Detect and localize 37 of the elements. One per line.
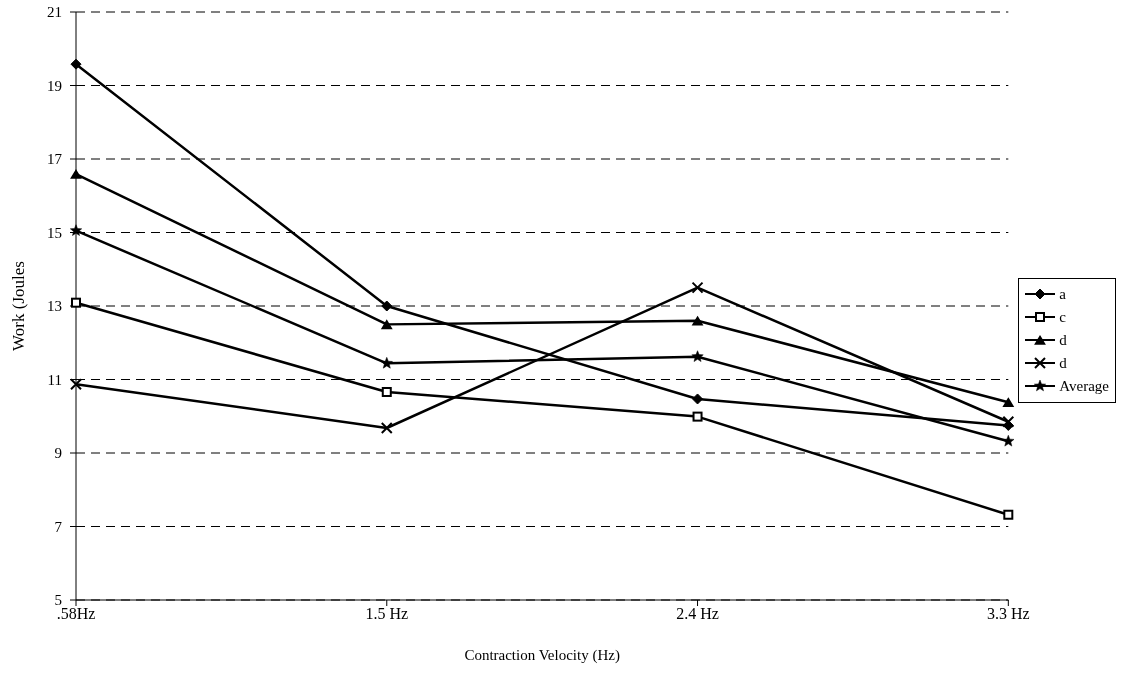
point [1003,509,1014,520]
y-tick-label: 19 [47,77,62,94]
y-tick-label: 7 [54,518,63,535]
point [381,320,393,330]
point [381,300,393,312]
point [692,393,704,405]
point [70,378,82,391]
point [70,169,82,179]
point [692,316,703,326]
x-axis-title: Contraction Velocity (Hz) [464,647,620,664]
y-tick-label: 17 [47,151,63,168]
x-tick-label: 3.3 Hz [986,605,1030,623]
x-tick-label: 2.4 Hz [676,605,719,623]
point [1002,434,1015,447]
legend-label: a [1059,285,1066,303]
point [1002,415,1015,428]
y-tick-label: 11 [47,371,62,388]
y-tick-label: 13 [47,298,62,315]
legend-label: c [1059,308,1066,326]
legend-label: Average [1059,377,1109,395]
point [380,357,393,369]
point [71,297,81,308]
y-tick-label: 9 [54,445,62,462]
y-tick-label: 21 [47,4,62,21]
point [692,411,703,422]
x-tick-label: 1.5 Hz [365,605,409,623]
point [691,281,704,294]
legend-label: d [1059,331,1067,349]
point [70,58,82,70]
y-tick-label: 15 [47,224,62,241]
point [70,224,82,236]
y-axis-title: Work (Joules [9,261,29,351]
point [381,387,392,397]
point [691,350,704,362]
point [380,422,393,435]
point [1003,397,1014,408]
legend-label: d [1059,354,1067,372]
